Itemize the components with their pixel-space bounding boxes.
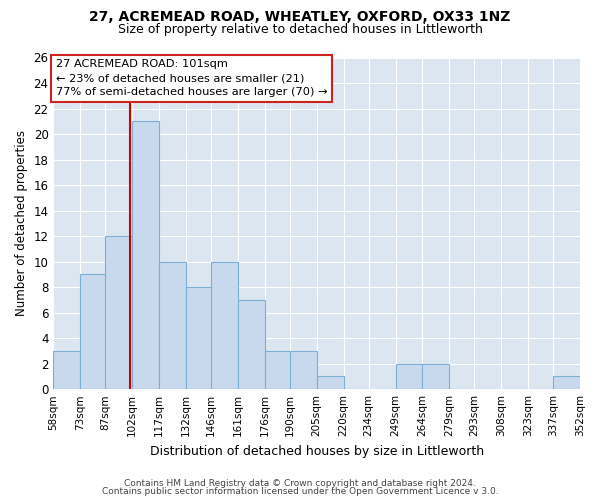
Bar	[159, 262, 186, 389]
Text: 27, ACREMEAD ROAD, WHEATLEY, OXFORD, OX33 1NZ: 27, ACREMEAD ROAD, WHEATLEY, OXFORD, OX3…	[89, 10, 511, 24]
Bar	[80, 274, 107, 389]
Text: Contains public sector information licensed under the Open Government Licence v : Contains public sector information licen…	[101, 487, 499, 496]
Text: 27 ACREMEAD ROAD: 101sqm
← 23% of detached houses are smaller (21)
77% of semi-d: 27 ACREMEAD ROAD: 101sqm ← 23% of detach…	[56, 59, 328, 97]
X-axis label: Distribution of detached houses by size in Littleworth: Distribution of detached houses by size …	[149, 444, 484, 458]
Bar	[290, 351, 317, 389]
Bar	[265, 351, 292, 389]
Bar	[53, 351, 80, 389]
Bar	[132, 122, 159, 389]
Text: Size of property relative to detached houses in Littleworth: Size of property relative to detached ho…	[118, 22, 482, 36]
Y-axis label: Number of detached properties: Number of detached properties	[15, 130, 28, 316]
Bar	[317, 376, 344, 389]
Bar	[186, 287, 213, 389]
Bar	[106, 236, 132, 389]
Bar	[211, 262, 238, 389]
Text: Contains HM Land Registry data © Crown copyright and database right 2024.: Contains HM Land Registry data © Crown c…	[124, 478, 476, 488]
Bar	[422, 364, 449, 389]
Bar	[395, 364, 422, 389]
Bar	[553, 376, 580, 389]
Bar	[238, 300, 265, 389]
